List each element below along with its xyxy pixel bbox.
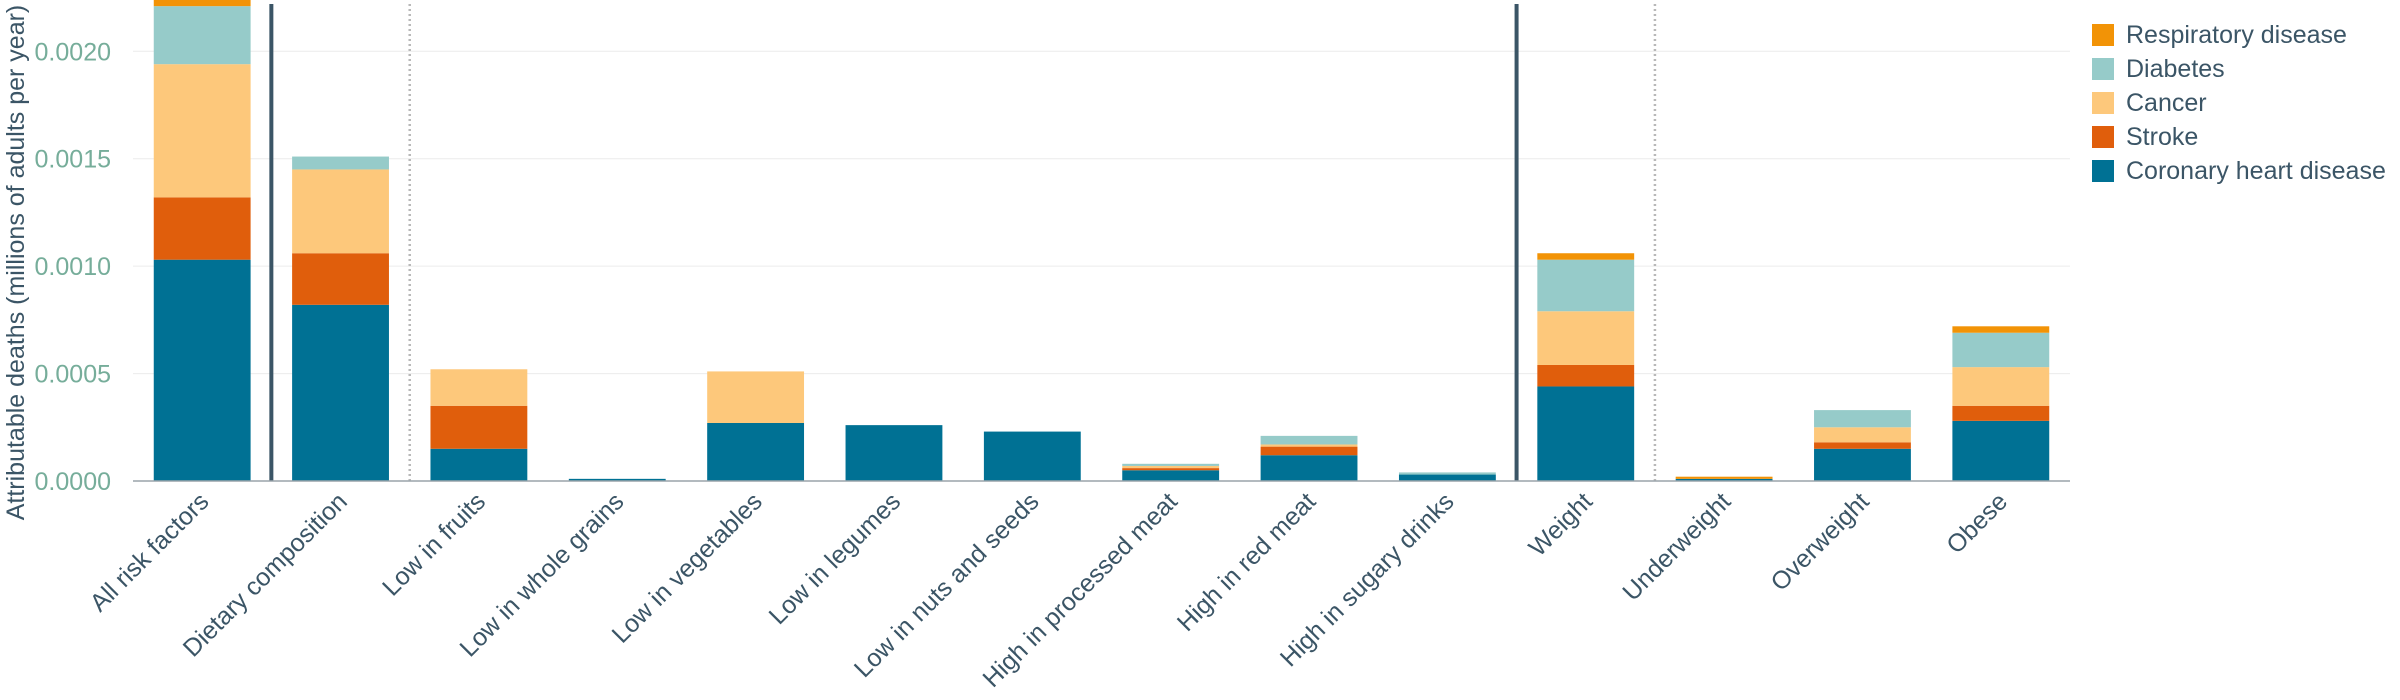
legend-swatch (2092, 160, 2114, 182)
bar-segment-respiratory-disease[interactable] (1952, 326, 2050, 333)
bar-segment-coronary-heart-disease[interactable] (845, 425, 943, 481)
bar-segment-diabetes[interactable] (1260, 435, 1358, 445)
bar-segment-stroke[interactable] (1122, 468, 1220, 471)
legend-label[interactable]: Respiratory disease (2126, 21, 2347, 49)
bar-segment-coronary-heart-disease[interactable] (1675, 478, 1773, 481)
legend-label[interactable]: Cancer (2126, 89, 2207, 117)
legend: Respiratory disease Diabetes Cancer Stroke C… (2092, 21, 2386, 185)
x-tick-label: Low in vegetables (607, 487, 768, 648)
bar-segment-respiratory-disease[interactable] (1537, 253, 1635, 260)
legend-label[interactable]: Stroke (2126, 123, 2198, 151)
x-tick-label: Obese (1941, 487, 2013, 559)
bar-segment-diabetes[interactable] (1814, 410, 1911, 428)
bar-segment-coronary-heart-disease[interactable] (568, 478, 666, 481)
bar-segment-stroke[interactable] (292, 253, 389, 305)
bar-segment-stroke[interactable] (1537, 364, 1635, 387)
y-tick-label: 0.0005 (35, 361, 111, 389)
y-tick-label: 0.0010 (35, 253, 111, 281)
bar-segment-coronary-heart-disease[interactable] (292, 304, 389, 481)
x-tick-label: Low in legumes (764, 487, 907, 630)
bar-segment-cancer[interactable] (1814, 427, 1911, 443)
bar-segment-diabetes[interactable] (1537, 259, 1635, 312)
bar-segment-coronary-heart-disease[interactable] (707, 422, 805, 481)
separators (269, 4, 1657, 481)
bar-segment-stroke[interactable] (430, 405, 528, 449)
bar-segment-cancer[interactable] (430, 369, 528, 406)
bar-segment-cancer[interactable] (1260, 444, 1358, 447)
bar-segment-cancer[interactable] (707, 371, 805, 423)
bar-segment-coronary-heart-disease[interactable] (1952, 420, 2050, 481)
x-tick-label: Overweight (1765, 487, 1874, 596)
bar-segment-cancer[interactable] (1537, 311, 1635, 365)
y-axis-title: Attributable deaths (millions of adults … (2, 5, 30, 521)
bars (153, 0, 2050, 481)
legend-label[interactable]: Diabetes (2126, 55, 2225, 83)
bar-segment-stroke[interactable] (1952, 405, 2050, 421)
bar-segment-cancer[interactable] (292, 169, 389, 254)
legend-swatch (2092, 58, 2114, 80)
bar-segment-coronary-heart-disease[interactable] (1398, 474, 1496, 481)
bar-segment-coronary-heart-disease[interactable] (1814, 448, 1911, 481)
bar-segment-diabetes[interactable] (292, 156, 389, 170)
bar-segment-coronary-heart-disease[interactable] (430, 448, 528, 481)
bar-segment-respiratory-disease[interactable] (153, 0, 251, 7)
y-tick-label: 0.0020 (35, 38, 111, 66)
bar-segment-cancer[interactable] (153, 64, 251, 198)
x-tick-label: Weight (1523, 487, 1598, 562)
y-tick-label: 0.0000 (35, 468, 111, 496)
bar-segment-coronary-heart-disease[interactable] (1260, 455, 1358, 481)
bar-segment-coronary-heart-disease[interactable] (983, 431, 1081, 481)
bar-segment-stroke[interactable] (153, 197, 251, 260)
bar-segment-stroke[interactable] (1260, 446, 1358, 456)
legend-swatch (2092, 24, 2114, 46)
x-tick-label: High in red meat (1172, 487, 1322, 637)
legend-label[interactable]: Coronary heart disease (2126, 157, 2386, 185)
y-tick-label: 0.0015 (35, 146, 111, 174)
bar-segment-stroke[interactable] (1814, 442, 1911, 449)
x-tick-label: Low in fruits (377, 487, 491, 601)
bar-segment-coronary-heart-disease[interactable] (1537, 386, 1635, 481)
bar-segment-respiratory-disease[interactable] (1675, 476, 1773, 479)
bar-segment-coronary-heart-disease[interactable] (153, 259, 251, 481)
bar-segment-diabetes[interactable] (153, 6, 251, 65)
gridlines (133, 50, 2070, 375)
y-axis-ticks: 0.0000 0.0005 0.0010 0.0015 0.0020 (35, 38, 111, 496)
bar-segment-diabetes[interactable] (1122, 463, 1220, 466)
bar-segment-coronary-heart-disease[interactable] (1122, 470, 1220, 481)
bar-segment-cancer[interactable] (1122, 465, 1220, 469)
x-tick-label: Underweight (1617, 487, 1736, 606)
bar-segment-cancer[interactable] (1952, 367, 2050, 406)
bar-segment-diabetes[interactable] (1398, 472, 1496, 475)
legend-swatch (2092, 92, 2114, 114)
legend-swatch (2092, 126, 2114, 148)
bar-segment-diabetes[interactable] (1952, 332, 2050, 368)
x-tick-label: All risk factors (85, 487, 215, 617)
